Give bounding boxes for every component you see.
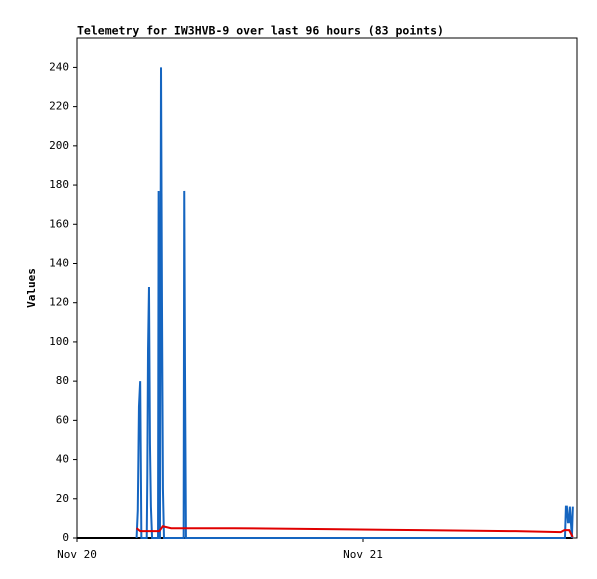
y-tick-label: 220 xyxy=(49,100,69,113)
y-tick-label: 240 xyxy=(49,60,69,73)
y-tick-label: 0 xyxy=(62,531,69,544)
series-line xyxy=(135,67,574,539)
x-tick-label: Nov 20 xyxy=(57,548,97,561)
chart-title: Telemetry for IW3HVB-9 over last 96 hour… xyxy=(77,24,444,38)
x-tick-label: Nov 21 xyxy=(343,548,383,561)
y-tick-label: 80 xyxy=(56,374,69,387)
plot-frame xyxy=(76,37,578,539)
y-tick-label: 60 xyxy=(56,413,69,426)
y-axis-label: Values xyxy=(25,268,38,308)
y-tick-label: 160 xyxy=(49,217,69,230)
series-line xyxy=(135,525,574,538)
y-tick-label: 140 xyxy=(49,256,69,269)
y-tick-label: 200 xyxy=(49,139,69,152)
y-tick-label: 100 xyxy=(49,335,69,348)
y-tick-label: 20 xyxy=(56,492,69,505)
y-tick-label: 120 xyxy=(49,296,69,309)
y-tick-label: 40 xyxy=(56,453,69,466)
y-tick-label: 180 xyxy=(49,178,69,191)
